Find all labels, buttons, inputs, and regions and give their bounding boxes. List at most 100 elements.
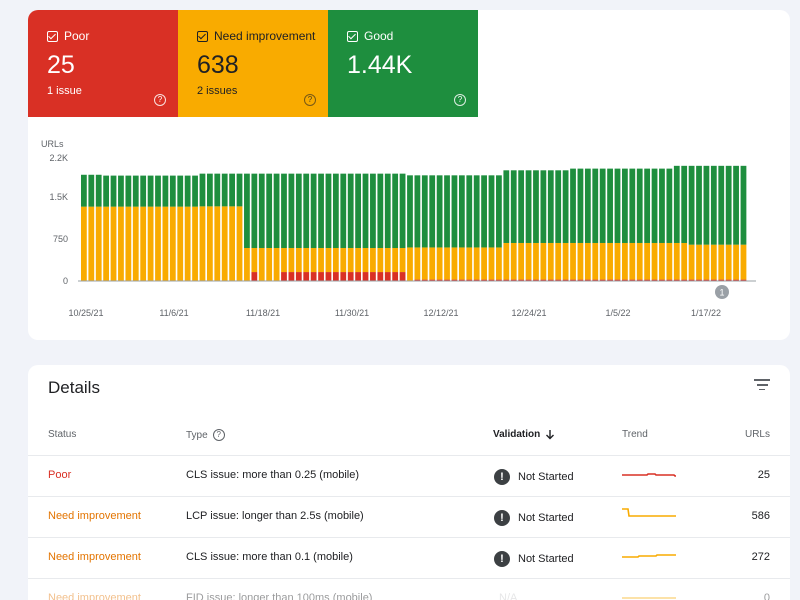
bar-poor <box>510 279 517 281</box>
bar-need-improvement <box>140 206 147 281</box>
bar-need-improvement <box>303 248 310 273</box>
good-tile-label-row: Good <box>347 29 393 43</box>
bar-good <box>614 168 621 243</box>
bar-good <box>88 174 95 207</box>
bar-good <box>384 173 391 249</box>
bar-good <box>547 170 554 243</box>
bar-good <box>562 170 569 243</box>
bar-poor <box>518 279 525 281</box>
bar-poor <box>718 279 725 281</box>
bar-need-improvement <box>473 247 480 280</box>
bar-need-improvement <box>110 206 117 281</box>
bar-poor <box>281 272 287 281</box>
bar-need-improvement <box>399 248 406 273</box>
bar-need-improvement <box>577 242 584 280</box>
bar-good <box>740 165 747 245</box>
bar-poor <box>651 279 658 281</box>
sort-descending-icon[interactable] <box>545 429 555 440</box>
bar-need-improvement <box>370 248 376 273</box>
bar-need-improvement <box>199 206 206 281</box>
bar-poor <box>251 272 258 281</box>
bar-need-improvement <box>703 244 710 280</box>
column-header-validation[interactable]: Validation <box>493 429 555 440</box>
checkbox-checked-icon[interactable] <box>47 30 58 42</box>
validation-label: Not Started <box>518 512 574 524</box>
bar-good <box>407 175 413 248</box>
bar-good <box>733 165 739 245</box>
poor-issues-count: 1 issue <box>47 85 82 97</box>
poor-tile[interactable]: Poor 25 1 issue ? <box>28 10 178 117</box>
bar-good <box>310 173 317 249</box>
bar-good <box>347 173 354 249</box>
warning-icon: ! <box>494 551 510 567</box>
help-icon[interactable]: ? <box>304 94 316 106</box>
bar-good <box>651 168 658 243</box>
bar-poor <box>592 279 599 281</box>
good-tile[interactable]: Good 1.44K ? <box>328 10 478 117</box>
x-tick-label: 12/12/21 <box>423 308 458 318</box>
bar-good <box>110 175 117 207</box>
bar-need-improvement <box>436 247 443 280</box>
bar-good <box>710 165 717 245</box>
bar-poor <box>533 279 539 281</box>
filter-icon[interactable] <box>754 379 770 393</box>
need-improvement-tile[interactable]: Need improvement 638 2 issues ? <box>178 10 328 117</box>
help-icon[interactable]: ? <box>454 94 466 106</box>
bar-good <box>525 170 532 243</box>
bar-good <box>488 175 495 248</box>
bar-need-improvement <box>666 242 673 280</box>
bar-need-improvement <box>236 206 243 281</box>
bar-poor <box>421 279 428 281</box>
bar-need-improvement <box>125 206 132 281</box>
bar-poor <box>384 272 391 281</box>
table-row[interactable]: Poor CLS issue: more than 0.25 (mobile) … <box>28 456 790 497</box>
annotation-circle[interactable] <box>715 285 729 299</box>
table-row[interactable]: Need improvement FID issue: longer than … <box>28 579 790 600</box>
column-header-trend: Trend <box>622 429 648 440</box>
bar-need-improvement <box>206 206 213 281</box>
bar-poor <box>555 279 562 281</box>
good-tile-label: Good <box>364 29 394 43</box>
bar-good <box>496 175 502 248</box>
bar-poor <box>688 279 695 281</box>
table-row[interactable]: Need improvement LCP issue: longer than … <box>28 497 790 538</box>
bar-good <box>132 175 139 207</box>
bar-poor <box>614 279 621 281</box>
bar-poor <box>607 279 613 281</box>
bar-poor <box>540 279 547 281</box>
column-header-status[interactable]: Status <box>48 429 77 440</box>
poor-tile-label: Poor <box>64 29 90 43</box>
bar-need-improvement <box>584 242 591 280</box>
column-header-urls[interactable]: URLs <box>744 429 770 440</box>
bar-poor <box>622 279 628 281</box>
bar-good <box>414 175 421 248</box>
validation-label: Not Started <box>518 553 574 565</box>
table-header: Status Type ? Validation Trend URLs <box>28 420 790 456</box>
bar-good <box>533 170 539 243</box>
bar-need-improvement <box>147 206 154 281</box>
bar-poor <box>399 272 406 281</box>
status-label: Need improvement <box>48 592 141 600</box>
bar-good <box>688 165 695 245</box>
bar-need-improvement <box>221 206 228 281</box>
bar-good <box>570 168 576 243</box>
column-header-type[interactable]: Type ? <box>186 429 225 441</box>
bar-need-improvement <box>503 242 510 280</box>
need-tile-label: Need improvement <box>214 29 316 43</box>
details-title: Details <box>48 378 100 397</box>
checkbox-checked-icon[interactable] <box>347 30 358 42</box>
annotation-marker[interactable]: 1 <box>715 285 729 299</box>
help-icon[interactable]: ? <box>154 94 166 106</box>
bar-good <box>303 173 310 249</box>
bar-good <box>221 173 228 207</box>
checkbox-checked-icon[interactable] <box>197 30 208 42</box>
bar-need-improvement <box>555 242 562 280</box>
bar-need-improvement <box>414 247 421 280</box>
bar-poor <box>332 272 339 281</box>
bar-need-improvement <box>377 248 384 273</box>
help-icon[interactable]: ? <box>212 429 225 441</box>
bar-need-improvement <box>458 247 465 280</box>
bar-poor <box>725 279 732 281</box>
table-row[interactable]: Need improvement CLS issue: more than 0.… <box>28 538 790 579</box>
bar-need-improvement <box>103 206 110 281</box>
